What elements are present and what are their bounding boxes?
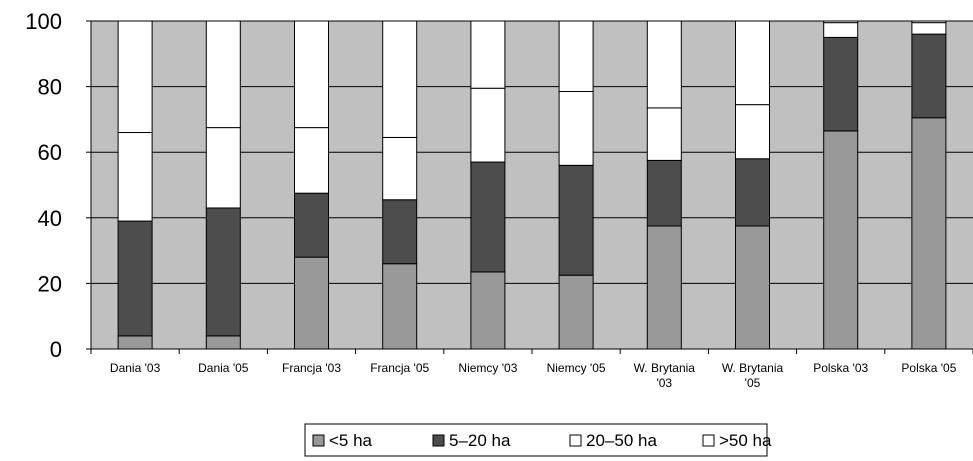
legend-box: [304, 423, 768, 457]
bar-segment: [646, 225, 682, 350]
bar-segment: [470, 87, 506, 163]
legend-swatch: [569, 434, 582, 447]
y-tick-label: 20: [38, 271, 62, 296]
x-tick-label-line: W. Brytania: [634, 361, 696, 375]
bar-segment: [911, 117, 947, 350]
bar-segment: [205, 335, 241, 350]
bar-segment: [382, 20, 418, 138]
x-tick-label-line: Francja '03: [282, 361, 341, 375]
x-tick-label: Polska '05: [901, 361, 956, 375]
y-ticks: 0 20 40 60 80 100: [25, 9, 91, 362]
bar-segment: [470, 271, 506, 350]
bar-segment: [646, 159, 682, 227]
x-tick-label-line: Niemcy '05: [547, 361, 606, 375]
bar-segment: [382, 263, 418, 350]
legend-swatch: [312, 434, 325, 447]
legend: <5 ha 5–20 ha 20–50 ha >50 ha: [304, 423, 772, 457]
x-ticks: Dania '03 Dania '05 Francja '03 Francja '05…: [90, 349, 973, 390]
bar-segment: [558, 91, 594, 166]
bar-segment: [911, 33, 947, 119]
bar-segment: [735, 20, 770, 106]
bar-segment: [294, 127, 329, 194]
bar-segment: [382, 199, 418, 265]
bar-segment: [735, 104, 770, 160]
bar-segment: [735, 225, 770, 350]
x-tick-label: W. Brytania '05: [722, 361, 784, 390]
bar-segment: [558, 164, 594, 276]
bars: [117, 20, 947, 350]
bar-segment: [823, 20, 859, 24]
x-tick-label-line: Dania '05: [198, 361, 249, 375]
bar-segment: [558, 20, 594, 93]
bar-segment: [294, 192, 329, 258]
y-tick-label: 100: [25, 9, 62, 34]
x-tick-label: Polska '03: [813, 361, 868, 375]
x-tick-label: Niemcy '05: [547, 361, 606, 375]
x-tick-label: Dania '05: [198, 361, 249, 375]
bar-segment: [205, 20, 241, 129]
bar-segment: [646, 20, 682, 109]
x-tick-label-line: Polska '05: [901, 361, 956, 375]
bar-segment: [911, 20, 947, 24]
bar-segment: [470, 161, 506, 273]
bar-segment: [911, 22, 947, 35]
bar-segment: [823, 36, 859, 132]
bar-segment: [382, 136, 418, 201]
bar-segment: [205, 207, 241, 337]
legend-label: 5–20 ha: [449, 431, 511, 450]
x-tick-label-line: '05: [745, 376, 761, 390]
bar-segment: [823, 22, 859, 38]
bar-segment: [117, 220, 153, 337]
bar-segment: [470, 20, 506, 89]
legend-label: 20–50 ha: [586, 431, 657, 450]
bar-segment: [294, 20, 329, 129]
x-tick-label: Francja '03: [282, 361, 341, 375]
y-tick-label: 60: [38, 140, 62, 165]
x-tick-label: Francja '05: [370, 361, 429, 375]
x-tick-label-line: Dania '03: [110, 361, 161, 375]
y-tick-label: 0: [50, 337, 62, 362]
legend-swatch: [432, 434, 445, 447]
y-tick-label: 80: [38, 75, 62, 100]
legend-swatch: [702, 434, 715, 447]
legend-label: <5 ha: [329, 431, 373, 450]
x-tick-label: Dania '03: [110, 361, 161, 375]
x-tick-label: W. Brytania '03: [634, 361, 696, 390]
bar-segment: [117, 20, 153, 134]
bar-segment: [294, 256, 329, 350]
bar-segment: [558, 274, 594, 350]
x-tick-label-line: Niemcy '03: [458, 361, 517, 375]
legend-label: >50 ha: [719, 431, 772, 450]
x-tick-label-line: Francja '05: [370, 361, 429, 375]
bar-segment: [646, 107, 682, 161]
bar-segment: [735, 158, 770, 227]
bar-segment: [117, 335, 153, 350]
y-tick-label: 40: [38, 206, 62, 231]
x-tick-label: Niemcy '03: [458, 361, 517, 375]
x-tick-label-line: '03: [656, 376, 672, 390]
x-tick-label-line: Polska '03: [813, 361, 868, 375]
bar-segment: [117, 132, 153, 222]
bar-segment: [205, 127, 241, 209]
bar-segment: [823, 130, 859, 350]
x-tick-label-line: W. Brytania: [722, 361, 784, 375]
